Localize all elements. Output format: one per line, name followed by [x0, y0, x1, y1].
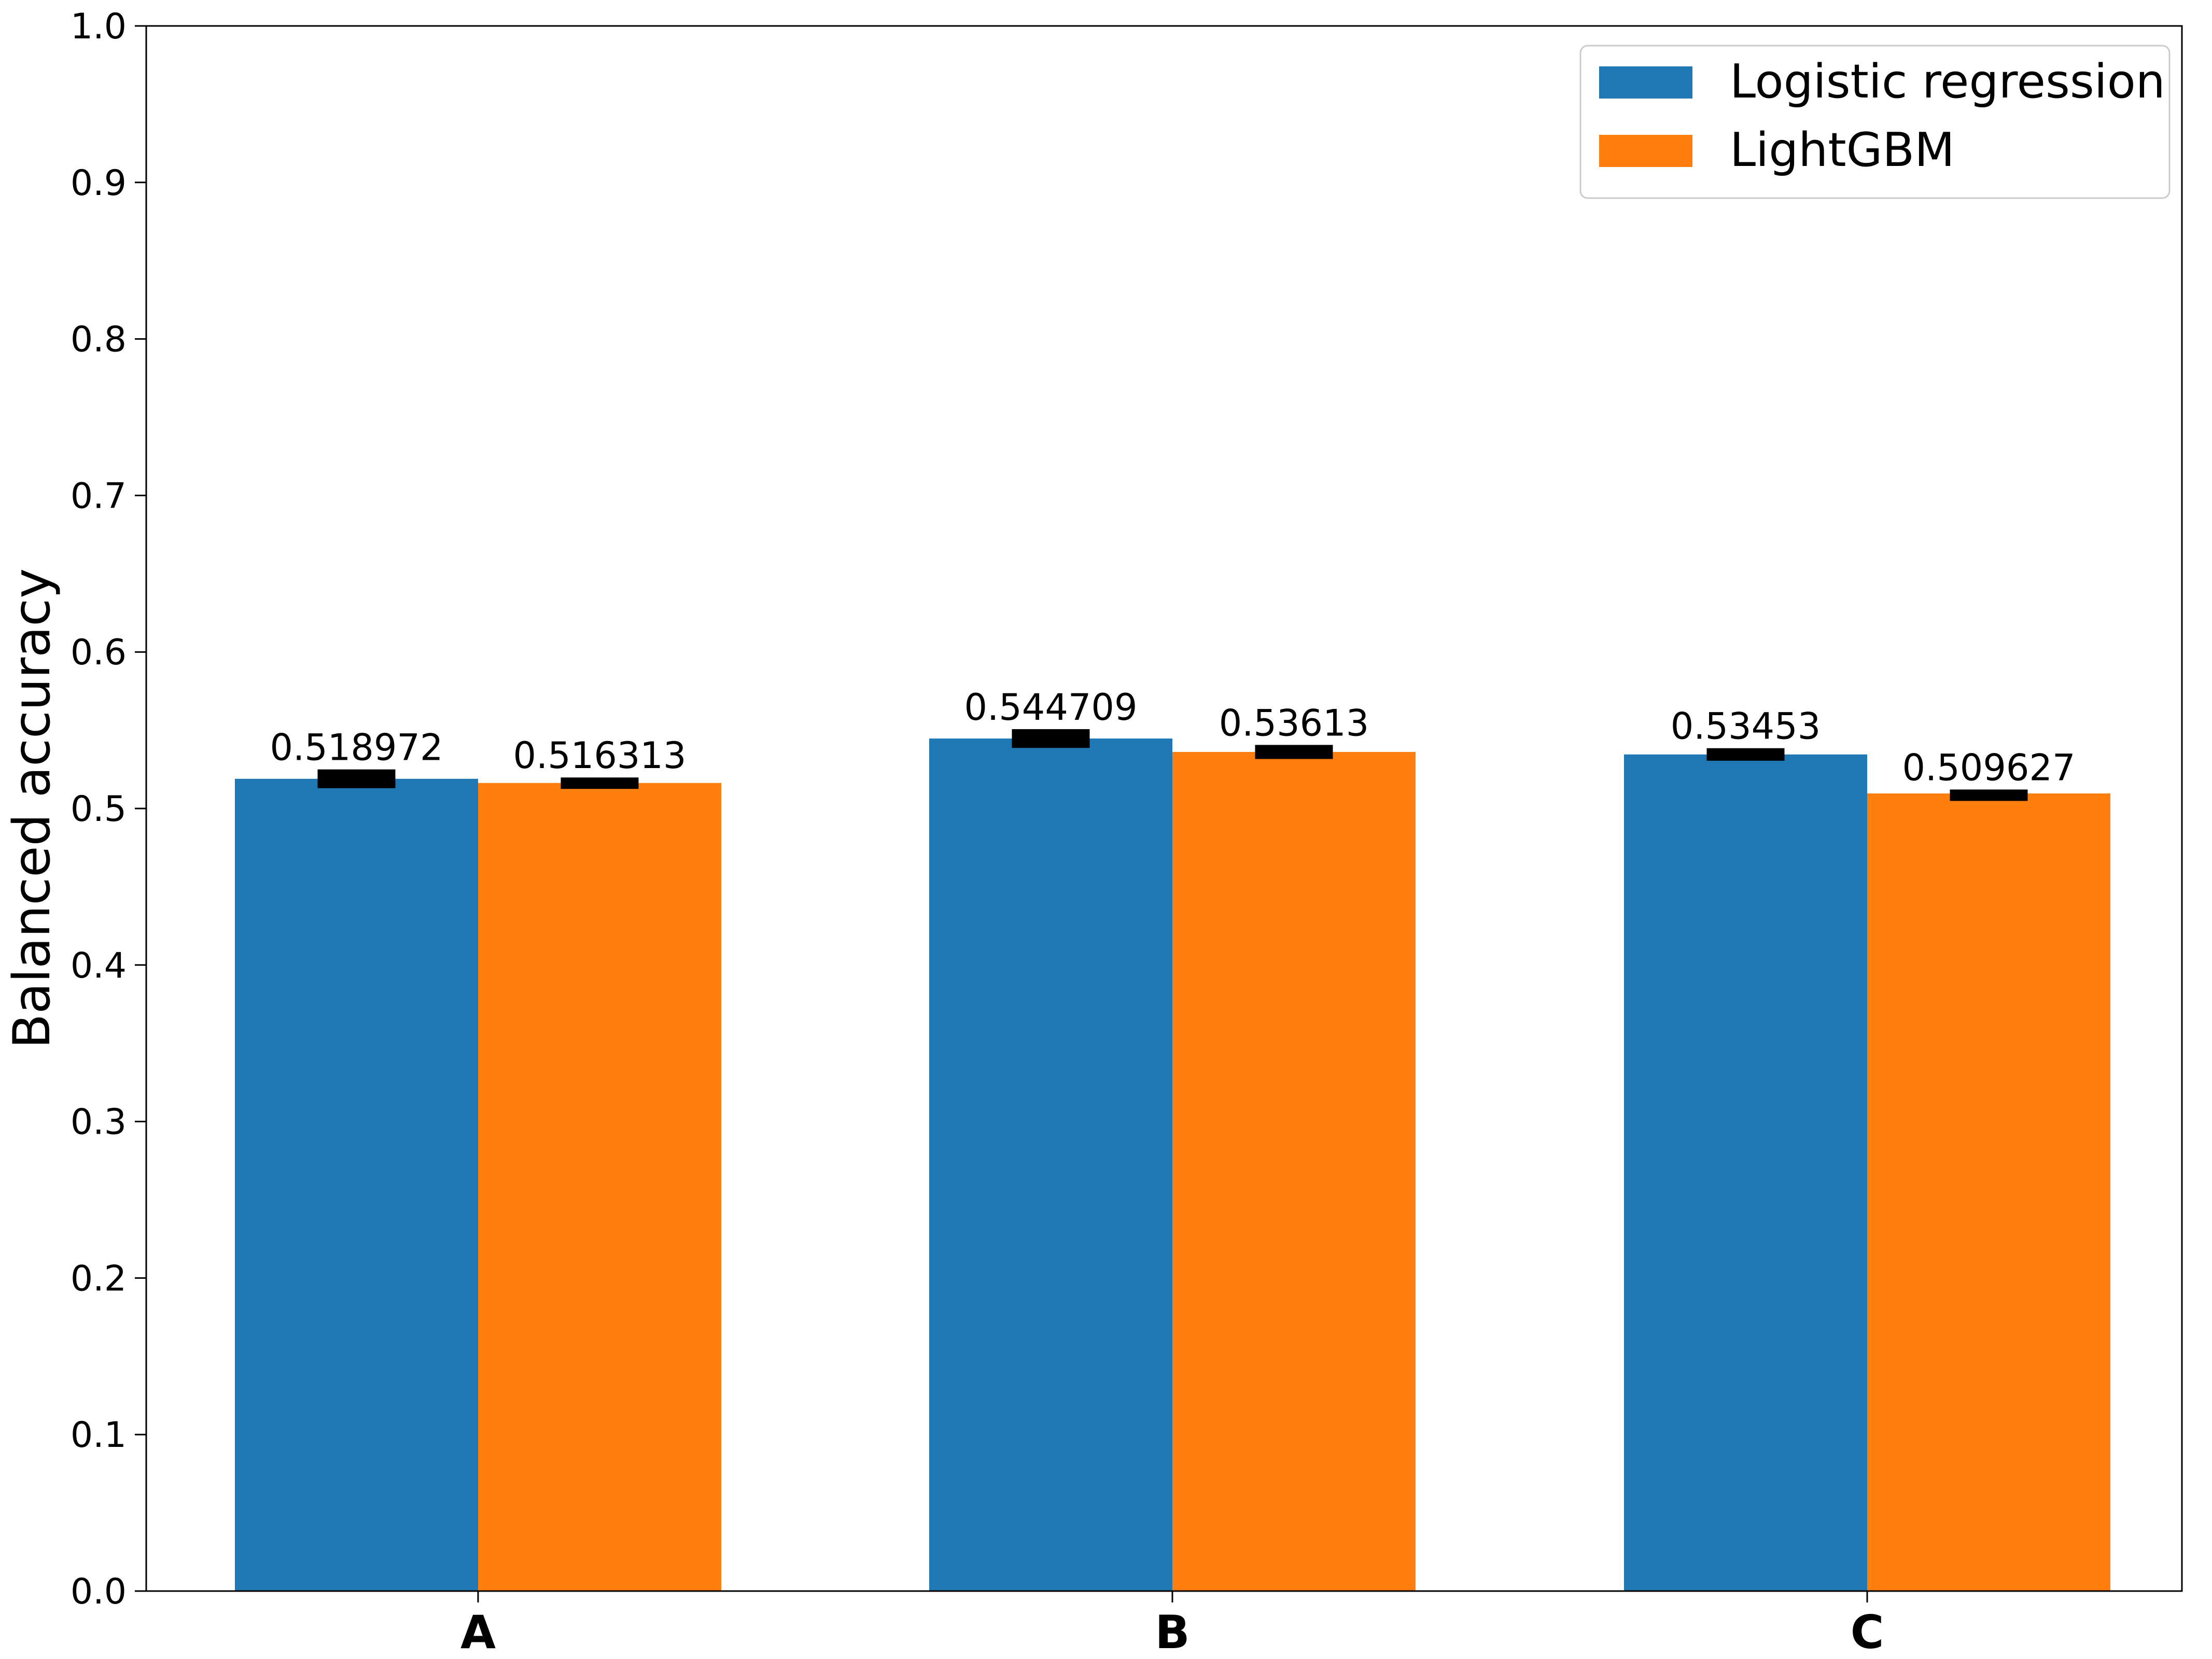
error-bar-lightgbm-a [561, 777, 639, 789]
y-tick-label: 0.0 [71, 1571, 127, 1612]
bar-lightgbm-b [1172, 751, 1416, 1591]
legend-box [1579, 45, 2171, 199]
legend-entry-label: Logistic regression [1730, 54, 2165, 109]
value-label-lightgbm-b: 0.53613 [1219, 702, 1369, 744]
y-axis-title: Balanced accuracy [3, 568, 62, 1049]
value-label-lightgbm-a: 0.516313 [513, 734, 686, 777]
error-bar-logistic-regression-c [1706, 748, 1785, 761]
y-tick-label: 0.6 [71, 632, 127, 673]
bar-lightgbm-c [1867, 793, 2110, 1591]
y-tick-label: 1.0 [71, 6, 127, 47]
bar-lightgbm-a [478, 783, 721, 1591]
y-tick-label: 0.5 [71, 789, 127, 830]
value-label-logistic-regression-b: 0.544709 [964, 686, 1137, 729]
error-bar-logistic-regression-b [1012, 729, 1090, 748]
y-tick-label: 0.8 [71, 319, 127, 360]
category-label-a: A [460, 1606, 496, 1657]
error-bar-lightgbm-c [1950, 789, 2028, 801]
data-labels-layer: 0.518972 0.516313 0.544709 0.53613 0.53453 0.… [270, 686, 2075, 789]
x-axis: A B C [460, 1591, 1884, 1659]
value-label-logistic-regression-a: 0.518972 [270, 727, 443, 769]
y-tick-label: 0.4 [71, 945, 127, 986]
y-tick-label: 0.9 [71, 163, 127, 204]
y-tick-label: 0.3 [71, 1102, 127, 1143]
y-tick-label: 0.2 [71, 1258, 127, 1299]
error-bar-logistic-regression-a [317, 769, 396, 788]
errorbars-layer [317, 729, 2028, 801]
y-tick-label: 0.1 [71, 1415, 127, 1456]
y-tick-label: 0.7 [71, 476, 127, 517]
legend-swatch [1599, 135, 1692, 167]
bar-logistic-regression-c [1624, 754, 1867, 1591]
category-label-c: C [1851, 1606, 1884, 1657]
bar-logistic-regression-b [929, 738, 1172, 1591]
value-label-logistic-regression-c: 0.53453 [1671, 705, 1821, 748]
legend: Logistic regression LightGBM [1579, 45, 2171, 199]
legend-entry-label: LightGBM [1730, 123, 1955, 177]
error-bar-lightgbm-b [1255, 745, 1333, 759]
bar-logistic-regression-a [235, 778, 478, 1591]
bars-layer [235, 738, 2110, 1591]
category-label-b: B [1155, 1606, 1189, 1657]
value-label-lightgbm-c: 0.509627 [1902, 746, 2075, 789]
y-axis: 0.0 0.1 0.2 0.3 0.4 0.5 0.6 0.7 0.8 0.9 1.0 [71, 6, 146, 1612]
legend-swatch [1599, 66, 1692, 99]
